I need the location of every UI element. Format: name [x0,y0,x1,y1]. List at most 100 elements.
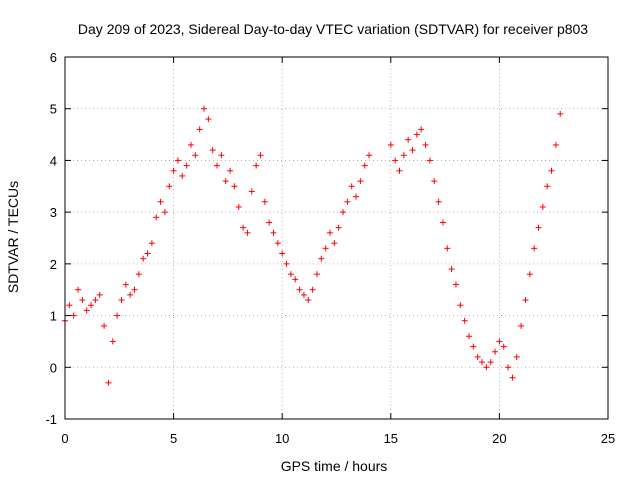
data-point [105,379,112,386]
data-point [526,271,533,278]
data-point [88,302,95,309]
grid [65,57,608,419]
data-point [305,297,312,304]
data-point [279,250,286,257]
data-point [66,302,73,309]
data-point [353,193,360,200]
data-point [313,271,320,278]
data-point [444,245,451,252]
data-point [187,141,194,148]
data-point [331,240,338,247]
data-point [240,224,247,231]
data-point [492,348,499,355]
x-axis-label: GPS time / hours [281,458,388,474]
data-point [361,162,368,169]
data-point [509,374,516,381]
data-point [535,224,542,231]
data-point [231,183,238,190]
data-point [153,214,160,221]
data-point [92,297,99,304]
data-point [357,178,364,185]
data-point [170,167,177,174]
data-point [122,281,129,288]
data-point [131,286,138,293]
data-point [531,245,538,252]
data-point [287,271,294,278]
data-point [405,136,412,143]
data-point [418,126,425,133]
data-point [253,162,260,169]
data-point [539,203,546,210]
data-point [161,209,168,216]
data-point [183,162,190,169]
data-point [474,353,481,360]
data-point [522,297,529,304]
data-point [127,291,134,298]
data-point [222,178,229,185]
data-point [174,157,181,164]
data-point [135,271,142,278]
data-point [461,317,468,324]
data-point [114,312,121,319]
data-point [431,178,438,185]
data-point [505,364,512,371]
axis-ticks: 0 5 10 15 20 25 -1 0 1 2 3 4 5 6 [45,50,615,446]
data-point [435,198,442,205]
data-point [426,157,433,164]
data-point [322,245,329,252]
data-point [335,224,342,231]
data-point [496,338,503,345]
x-tick-label: 20 [492,431,506,446]
y-tick-label: 2 [50,257,57,272]
y-tick-label: 3 [50,205,57,220]
plot-frame [64,56,609,420]
data-point [218,152,225,159]
data-point [274,240,281,247]
data-point [257,152,264,159]
data-point [201,105,208,112]
y-tick-label: 5 [50,102,57,117]
x-tick-label: 5 [170,431,177,446]
data-point [144,250,151,257]
y-tick-label: -1 [45,412,57,427]
data-point [196,126,203,133]
data-point [261,198,268,205]
chart-title: Day 209 of 2023, Sidereal Day-to-day VTE… [78,21,588,37]
x-tick-label: 10 [275,431,289,446]
data-point [400,152,407,159]
data-point [340,209,347,216]
data-point [557,110,564,117]
data-point [83,307,90,314]
x-tick-label: 0 [61,431,68,446]
data-point [192,152,199,159]
data-point [270,229,277,236]
data-point [326,229,333,236]
data-point [470,343,477,350]
data-point [266,219,273,226]
data-point [205,116,212,123]
data-point [227,167,234,174]
y-tick-label: 0 [50,360,57,375]
data-point [179,172,186,179]
data-point [548,167,555,174]
data-point [392,157,399,164]
data-point [544,183,551,190]
data-point [439,219,446,226]
data-point [413,131,420,138]
data-point [292,276,299,283]
data-point [409,147,416,154]
data-point [552,141,559,148]
data-point [283,260,290,267]
data-point [487,359,494,366]
data-point [96,291,103,298]
data-point [396,167,403,174]
data-point [457,302,464,309]
data-point [140,255,147,262]
data-point [101,322,108,329]
y-axis-label: SDTVAR / TECUs [5,181,21,293]
data-point [309,286,316,293]
data-point [248,188,255,195]
y-tick-label: 4 [50,153,57,168]
